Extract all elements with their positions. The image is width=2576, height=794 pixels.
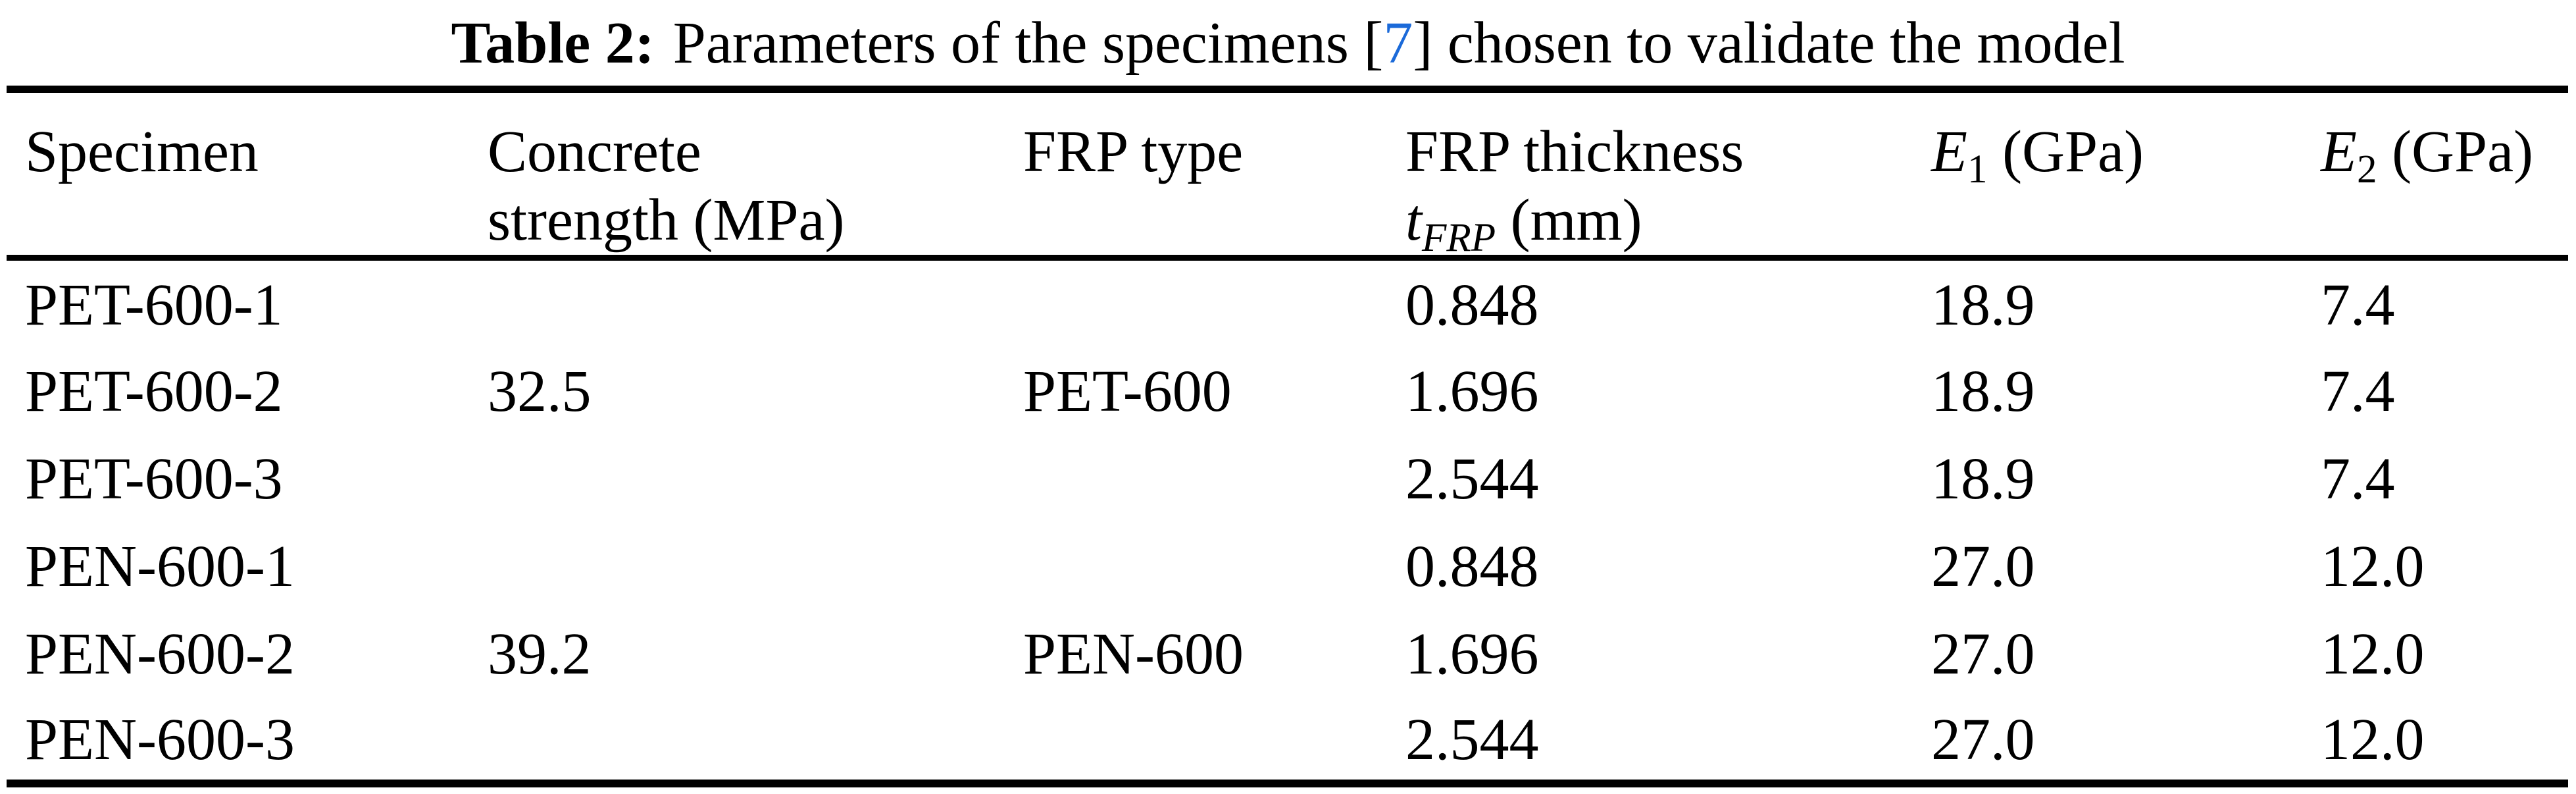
cell-e1: 18.9 (1931, 446, 2035, 512)
table-caption: Table 2: Parameters of the specimens [7] … (0, 0, 2576, 86)
table-row-pet-600-3: PET-600-3 2.544 18.9 7.4 (7, 433, 2568, 521)
unit-gpa-1: (GPa) (1987, 119, 2144, 184)
col-header-specimen: Specimen (7, 89, 488, 261)
citation-ref-link[interactable]: 7 (1383, 11, 1413, 76)
cell-e1: 27.0 (1931, 706, 2035, 772)
unit-gpa-2: (GPa) (2377, 119, 2534, 184)
cell-e1: 27.0 (1931, 533, 2035, 599)
cell-concrete-strength (488, 696, 1023, 783)
cell-frp-thickness: 0.848 (1405, 533, 1539, 599)
table-row-pen-600-2: PEN-600-2 39.2 PEN-600 1.696 27.0 12.0 (7, 608, 2568, 696)
cell-e2: 7.4 (2321, 358, 2395, 424)
cell-specimen: PEN-600-1 (25, 533, 295, 599)
cell-concrete-strength (488, 258, 1023, 346)
cell-concrete-strength: 39.2 (488, 621, 592, 687)
cell-e2: 12.0 (2321, 533, 2425, 599)
cell-e1: 18.9 (1931, 358, 2035, 424)
cell-e2: 12.0 (2321, 621, 2425, 687)
table-body: PET-600-1 0.848 18.9 7.4 PET-600-2 32.5 … (7, 258, 2568, 783)
table-row-pet-600-2: PET-600-2 32.5 PET-600 1.696 18.9 7.4 (7, 346, 2568, 433)
math-subscript-frp: FRP (1422, 215, 1496, 261)
cell-e1: 27.0 (1931, 621, 2035, 687)
cell-specimen: PET-600-1 (25, 272, 283, 338)
col-header-frp-thickness: FRP thickness tFRP (mm) (1405, 89, 1931, 261)
header-row: Specimen Concrete strength (MPa) FRP typ… (7, 89, 2568, 261)
table-caption-label: Table 2: (451, 11, 655, 76)
table-caption-text-after: chosen to validate the model (1432, 11, 2125, 76)
col-header-e2: E2 (GPa) (2321, 89, 2568, 261)
col-header-frp-type: FRP type (1023, 89, 1405, 261)
cell-frp-thickness: 0.848 (1405, 272, 1539, 338)
cell-e1: 18.9 (1931, 272, 2035, 338)
col-header-e1: E1 (GPa) (1931, 89, 2321, 261)
table-row-pen-600-1: PEN-600-1 0.848 27.0 12.0 (7, 521, 2568, 608)
cell-e2: 7.4 (2321, 446, 2395, 512)
cell-concrete-strength (488, 521, 1023, 608)
cell-concrete-strength (488, 433, 1023, 521)
cell-frp-type: PEN-600 (1023, 621, 1244, 687)
cell-specimen: PEN-600-3 (25, 706, 295, 772)
cell-specimen: PET-600-2 (25, 358, 283, 424)
table-row-pet-600-1: PET-600-1 0.848 18.9 7.4 (7, 258, 2568, 346)
citation-bracket-open: [ (1363, 11, 1384, 76)
unit-mm: (mm) (1496, 188, 1642, 253)
specimen-parameters-table: Specimen Concrete strength (MPa) FRP typ… (7, 86, 2568, 787)
cell-specimen: PET-600-3 (25, 446, 283, 512)
cell-e2: 12.0 (2321, 706, 2425, 772)
cell-frp-thickness: 1.696 (1405, 621, 1539, 687)
cell-frp-thickness: 2.544 (1405, 446, 1539, 512)
table-caption-text-before: Parameters of the specimens (672, 11, 1364, 76)
cell-e2: 7.4 (2321, 272, 2395, 338)
math-subscript-1: 1 (1967, 147, 1988, 192)
cell-frp-type: PET-600 (1023, 358, 1232, 424)
math-symbol-e2: E (2321, 119, 2357, 184)
cell-concrete-strength: 32.5 (488, 358, 592, 424)
math-symbol-e1: E (1931, 119, 1967, 184)
table-header: Specimen Concrete strength (MPa) FRP typ… (7, 89, 2568, 261)
cell-specimen: PEN-600-2 (25, 621, 295, 687)
citation-bracket-close: ] (1413, 11, 1433, 76)
cell-frp-type (1023, 696, 1405, 783)
math-symbol-t: t (1405, 188, 1423, 253)
cell-frp-type (1023, 258, 1405, 346)
cell-frp-thickness: 1.696 (1405, 358, 1539, 424)
cell-frp-type (1023, 521, 1405, 608)
cell-frp-type (1023, 433, 1405, 521)
cell-frp-thickness: 2.544 (1405, 706, 1539, 772)
col-header-concrete-strength: Concrete strength (MPa) (488, 89, 1023, 261)
math-subscript-2: 2 (2356, 147, 2377, 192)
table-row-pen-600-3: PEN-600-3 2.544 27.0 12.0 (7, 696, 2568, 783)
